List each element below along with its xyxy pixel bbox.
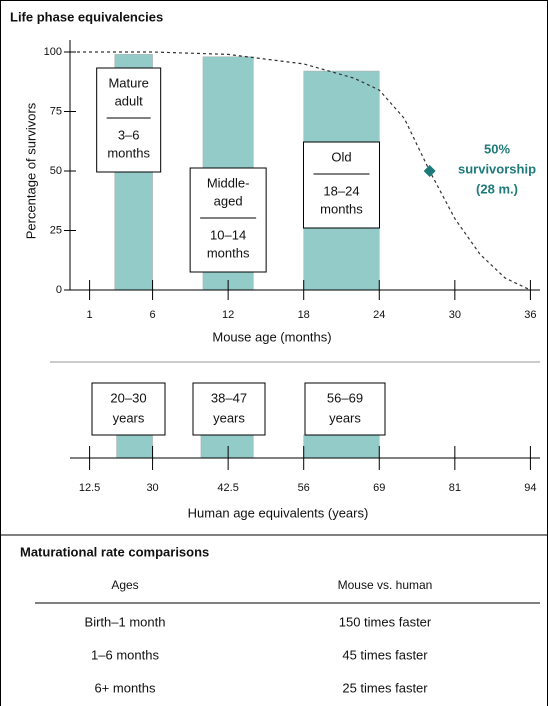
x-axis-label: Mouse age (months) xyxy=(212,329,331,344)
column-header: Mouse vs. human xyxy=(338,578,433,592)
y-tick-label: 0 xyxy=(56,284,62,296)
table-cell: 150 times faster xyxy=(339,614,432,629)
phase-name: Middle- xyxy=(207,175,250,190)
y-tick-label: 75 xyxy=(50,105,62,117)
human-box xyxy=(192,382,266,436)
survival-curve xyxy=(77,51,531,291)
x-tick-label: 18 xyxy=(298,309,310,321)
human-box xyxy=(304,382,386,436)
human-tick-label: 30 xyxy=(146,482,158,494)
human-tick-label: 42.5 xyxy=(217,482,238,494)
annotation: survivorship xyxy=(458,161,536,176)
phase-range: months xyxy=(107,145,150,160)
y-tick-label: 50 xyxy=(50,165,62,177)
column-header: Ages xyxy=(111,578,138,592)
annotation: (28 m.) xyxy=(476,181,518,196)
phase-name: aged xyxy=(214,193,243,208)
human-phase: years xyxy=(329,410,361,425)
phase-name: adult xyxy=(115,93,144,108)
table-cell: 25 times faster xyxy=(342,680,428,695)
phase-box xyxy=(96,67,162,173)
phase-range: 18–24 xyxy=(323,183,359,198)
phase-box xyxy=(302,141,380,229)
human-tick-label: 81 xyxy=(449,482,461,494)
human-phase: 38–47 xyxy=(211,390,247,405)
table-cell: 6+ months xyxy=(94,680,156,695)
table-cell: 1–6 months xyxy=(91,647,159,662)
x-tick-label: 24 xyxy=(373,309,385,321)
annotation: 50% xyxy=(484,141,510,156)
human-bar xyxy=(303,434,380,459)
table-cell: Birth–1 month xyxy=(85,614,166,629)
human-bar xyxy=(116,434,153,459)
x-tick-label: 30 xyxy=(449,309,461,321)
phase-name: Old xyxy=(331,149,351,164)
human-phase: years xyxy=(113,410,145,425)
x-tick-label: 36 xyxy=(524,309,536,321)
survivorship-marker xyxy=(423,165,436,177)
phase-range: months xyxy=(320,201,363,216)
human-phase: 20–30 xyxy=(110,390,146,405)
y-axis-label: Percentage of survivors xyxy=(23,102,38,239)
human-bar xyxy=(200,434,254,459)
phase-range: 3–6 xyxy=(118,127,140,142)
human-tick-label: 94 xyxy=(524,482,536,494)
title: Life phase equivalencies xyxy=(10,9,163,24)
y-tick-label: 25 xyxy=(50,224,62,236)
table-title: Maturational rate comparisons xyxy=(20,544,209,559)
human-tick-label: 12.5 xyxy=(79,482,100,494)
phase-range: 10–14 xyxy=(210,227,246,242)
phase-name: Mature xyxy=(108,75,148,90)
human-phase: years xyxy=(213,410,245,425)
x-tick-label: 12 xyxy=(222,309,234,321)
human-tick-label: 69 xyxy=(373,482,385,494)
human-axis-label: Human age equivalents (years) xyxy=(188,505,369,520)
y-tick-label: 100 xyxy=(44,46,62,58)
phase-range: months xyxy=(207,245,250,260)
table-cell: 45 times faster xyxy=(342,647,428,662)
phase-box xyxy=(189,167,267,273)
human-phase: 56–69 xyxy=(327,390,363,405)
x-tick-label: 6 xyxy=(150,309,156,321)
human-box xyxy=(91,382,166,436)
x-tick-label: 1 xyxy=(87,309,93,321)
human-tick-label: 56 xyxy=(298,482,310,494)
